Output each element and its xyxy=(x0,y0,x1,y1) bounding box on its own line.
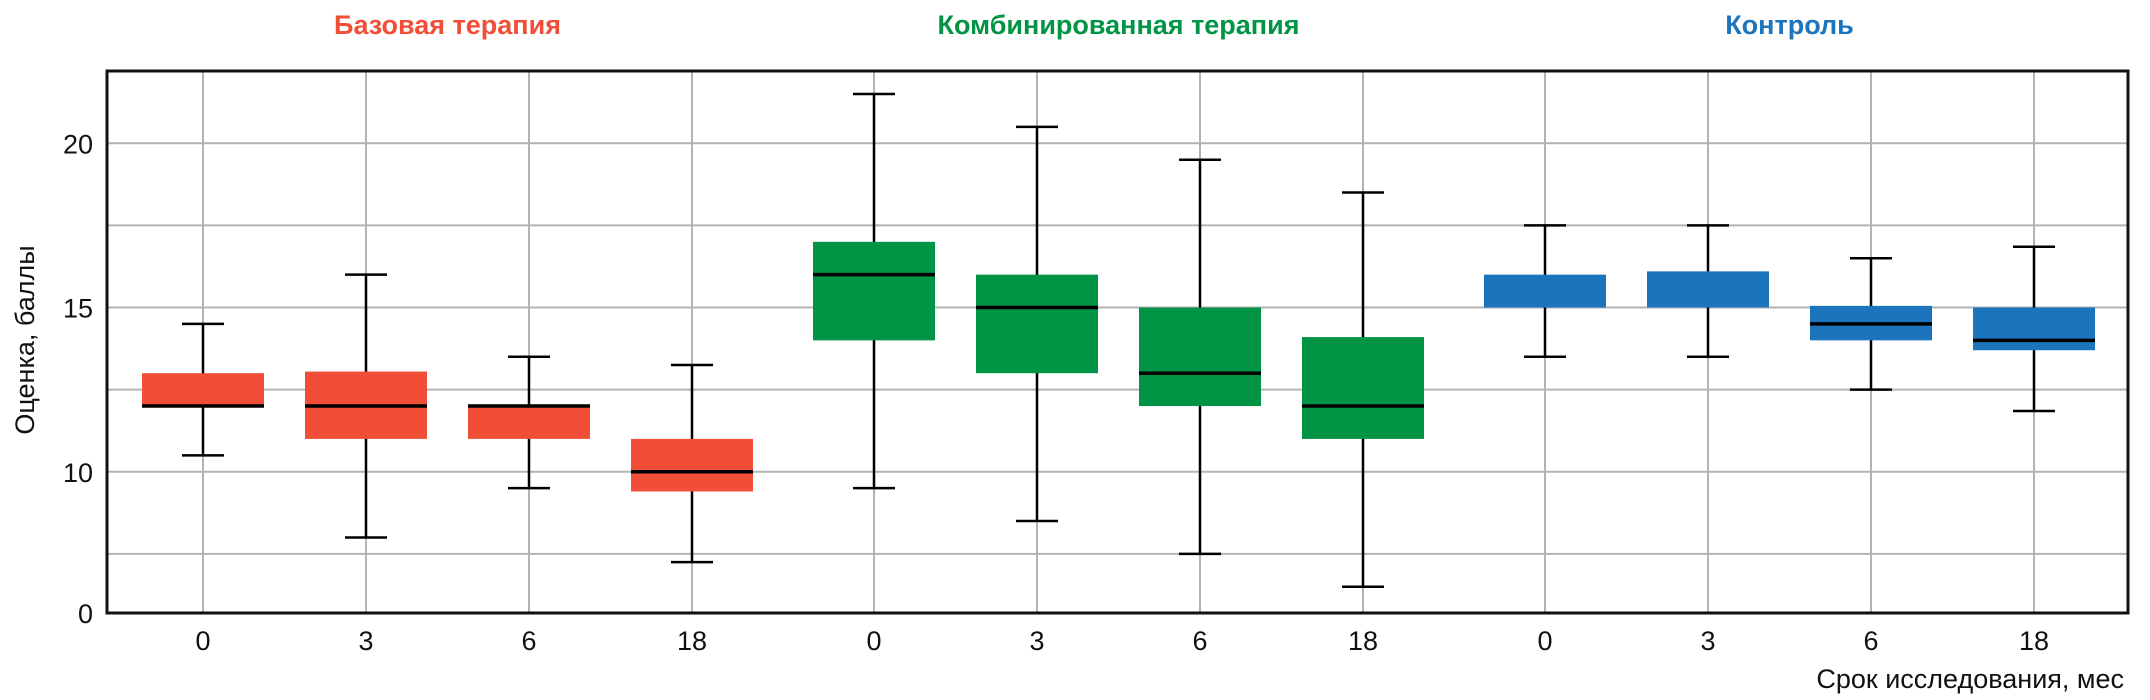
labels: 0 3 6 18 Базовая терапия 0 3 6 18 Комбинированная… xyxy=(63,10,2049,656)
x-tick-label: 6 xyxy=(1192,626,1207,656)
x-tick-label: 0 xyxy=(195,626,210,656)
x-tick-label: 0 xyxy=(1537,626,1552,656)
x-tick-label: 3 xyxy=(1029,626,1044,656)
plot-frame xyxy=(105,69,2130,615)
box xyxy=(976,274,1098,374)
box xyxy=(631,438,753,492)
group-title: Базовая терапия xyxy=(334,10,561,40)
x-tick-label: 6 xyxy=(1863,626,1878,656)
group-title: Комбинированная терапия xyxy=(938,10,1300,40)
group-title: Контроль xyxy=(1725,10,1854,40)
x-tick-label: 18 xyxy=(1348,626,1378,656)
box xyxy=(1973,307,2095,351)
box xyxy=(1484,274,1606,308)
box xyxy=(142,373,264,407)
box xyxy=(468,404,590,439)
x-tick-label: 0 xyxy=(866,626,881,656)
x-tick-label: 3 xyxy=(358,626,373,656)
box xyxy=(1139,307,1261,407)
boxes xyxy=(142,92,2095,588)
y-tick-label: 20 xyxy=(63,129,93,159)
box xyxy=(813,241,935,341)
x-tick-label: 3 xyxy=(1700,626,1715,656)
y-axis-label: Оценка, баллы xyxy=(10,245,40,434)
y-tick-label: 10 xyxy=(63,458,93,488)
x-tick-label: 18 xyxy=(2019,626,2049,656)
y-tick-label: 15 xyxy=(63,294,93,324)
box xyxy=(1302,337,1424,439)
x-axis-label: Срок исследования, мес xyxy=(1816,664,2124,694)
grid xyxy=(107,71,2128,613)
x-tick-label: 6 xyxy=(521,626,536,656)
x-tick-label: 18 xyxy=(677,626,707,656)
plot-border xyxy=(105,69,2130,615)
box xyxy=(1647,271,1769,308)
y-tick-label: 0 xyxy=(78,599,93,629)
